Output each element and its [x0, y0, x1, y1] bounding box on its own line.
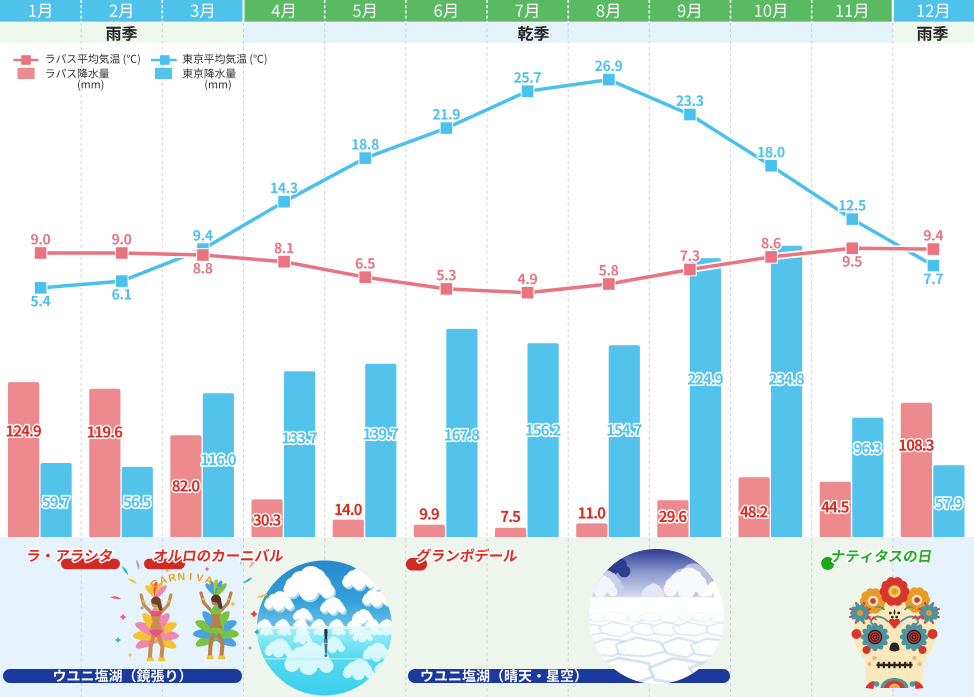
svg-text:R: R	[167, 572, 177, 585]
svg-text:N: N	[177, 571, 185, 584]
svg-text:A: A	[203, 574, 214, 588]
svg-text:L: L	[212, 577, 224, 591]
svg-text:I: I	[189, 571, 193, 583]
svg-text:A: A	[158, 574, 169, 588]
svg-text:V: V	[195, 572, 204, 585]
